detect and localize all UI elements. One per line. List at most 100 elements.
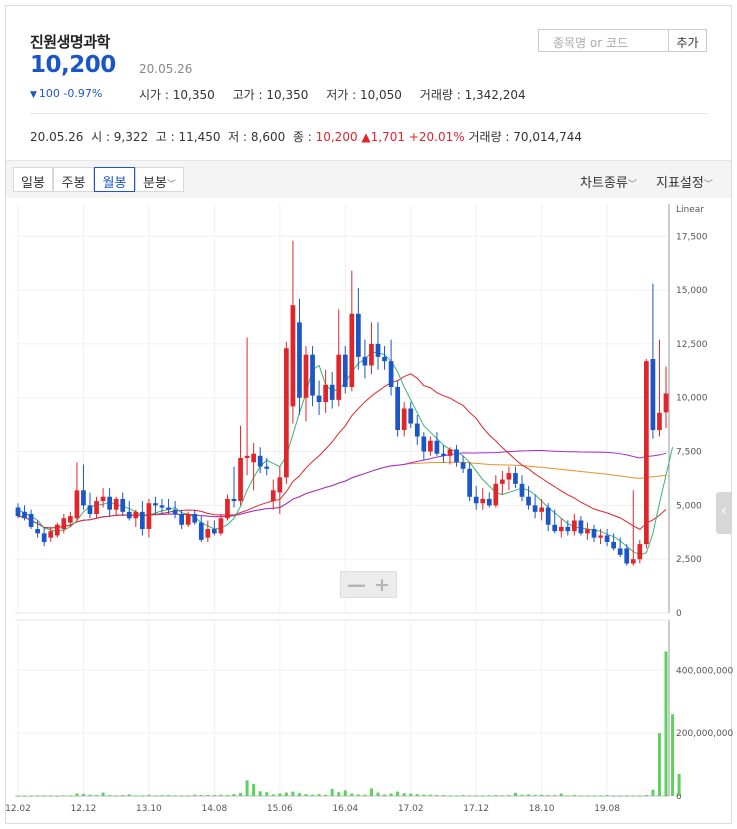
tab-weekly[interactable]: 주봉 [53,167,94,192]
candle-down [81,490,86,506]
tab-minute[interactable]: 분봉﹀ [135,167,184,192]
volume-bar [500,795,504,797]
volume-tick-label: 0 [676,792,682,802]
candle-down [382,356,387,362]
candle-down [15,507,21,517]
volume-bar [173,795,177,797]
candle-down [441,453,446,456]
candle-up [94,501,99,514]
candle-down [460,462,466,469]
volume-bar [193,794,197,796]
volume-bar [468,795,472,797]
volume-bar [239,792,243,796]
summary-close-value: 10,200 [315,130,358,144]
volume-bar [455,795,459,797]
candle-down [140,511,145,530]
volume-bar [337,792,341,796]
price-tick-label: 7,500 [676,448,702,458]
volume-bar [612,795,616,797]
volume-bar [206,795,210,797]
volume-bar [527,794,531,796]
volume-bar [363,794,367,796]
volume-bar [677,774,681,796]
volume-bar [553,795,557,797]
volume-bar [402,793,406,796]
price-tick-label: 17,500 [676,232,708,242]
time-tick-label: 19.08 [594,804,620,814]
candle-down [486,498,492,506]
volume-bar [671,714,675,796]
candle-up [585,529,590,534]
candle-down [126,511,132,519]
add-button[interactable]: 추가 [668,29,707,52]
candle-down [565,526,571,532]
time-tick-label: 15.06 [267,804,293,814]
candle-up [572,520,577,532]
volume-bar [409,793,413,796]
volume-bar [356,794,360,796]
candle-down [316,395,322,403]
indicator-menu[interactable]: 지표설정﹀ [656,172,713,191]
volume-bar [252,784,256,796]
chart-type-menu[interactable]: 차트종류﹀ [580,172,637,191]
volume-tick-label: 200,000,000 [676,729,734,739]
candle-up [225,498,230,519]
tab-monthly[interactable]: 월봉 [94,167,135,192]
candle-down [650,358,656,431]
volume-bar [383,794,387,796]
candle-up [61,518,67,530]
candle-up [205,529,211,538]
time-tick-label: 13.10 [136,804,162,814]
volume-bar [36,795,40,797]
candle-down [526,496,531,506]
open-label: 시가 [139,88,162,102]
volume-bar [533,795,537,797]
candle-down [153,503,158,506]
ma120-line [135,461,667,518]
candle-down [414,423,420,437]
candle-up [303,354,309,398]
candle-down [212,529,217,534]
volume-bar [317,794,321,796]
price-tick-label: 10,000 [676,394,708,404]
candle-down [545,507,551,525]
volume-bar [284,792,288,796]
low-label: 저가 [326,88,349,102]
candle-up [336,354,342,400]
candle-down [87,505,93,514]
candle-up [54,524,60,536]
zoom-in-button[interactable]: + [374,574,390,596]
volume-bar [487,795,491,797]
candle-down [172,509,178,514]
zoom-control: — + [340,571,397,598]
chevron-down-icon: ﹀ [703,180,713,190]
candle-down [310,354,315,396]
candle-up [185,513,191,525]
side-panel-toggle[interactable]: ‹ [716,492,732,534]
volume-bar [29,795,33,797]
price-tick-label: 12,500 [676,340,708,350]
zoom-out-button[interactable]: — [347,574,366,596]
candle-down [454,449,459,463]
volume-bar [350,793,354,796]
stock-name: 진원생명과학 [30,33,110,51]
candle-down [421,436,427,452]
down-triangle-icon: ▼ [30,90,37,100]
volume-bar [245,780,249,796]
candle-up [74,490,80,519]
current-price: 10,200 [30,52,116,78]
candle-down [467,468,472,497]
volume-tick-label: 400,000,000 [676,666,734,676]
candle-up [480,498,486,504]
candle-up [644,361,649,545]
candle-up [238,458,243,502]
tab-daily[interactable]: 일봉 [13,167,53,192]
volume-bar [664,651,668,796]
candle-down [434,440,440,454]
volume-bar [369,788,373,796]
volume-bar [108,795,112,797]
ma60-line [17,449,667,529]
volume-bar [435,795,439,797]
volume-bar [212,795,216,797]
